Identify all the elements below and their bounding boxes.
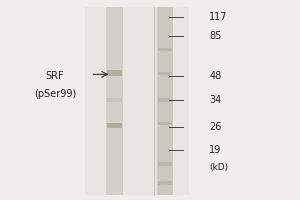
Text: (kD): (kD) [209, 163, 229, 172]
Text: 26: 26 [209, 122, 222, 132]
FancyBboxPatch shape [106, 70, 122, 76]
FancyBboxPatch shape [157, 7, 173, 195]
FancyBboxPatch shape [158, 181, 172, 185]
FancyBboxPatch shape [158, 162, 172, 166]
Text: SRF: SRF [46, 71, 64, 81]
FancyBboxPatch shape [158, 72, 172, 75]
Text: 34: 34 [209, 95, 222, 105]
Text: 85: 85 [209, 31, 222, 41]
Text: 117: 117 [209, 12, 228, 22]
FancyBboxPatch shape [158, 122, 172, 125]
Text: (pSer99): (pSer99) [34, 89, 76, 99]
FancyBboxPatch shape [106, 123, 122, 128]
FancyBboxPatch shape [158, 98, 172, 102]
Text: 19: 19 [209, 145, 222, 155]
FancyBboxPatch shape [85, 7, 189, 195]
Text: 48: 48 [209, 71, 222, 81]
FancyBboxPatch shape [158, 48, 172, 51]
FancyBboxPatch shape [106, 7, 122, 195]
FancyBboxPatch shape [106, 98, 122, 102]
